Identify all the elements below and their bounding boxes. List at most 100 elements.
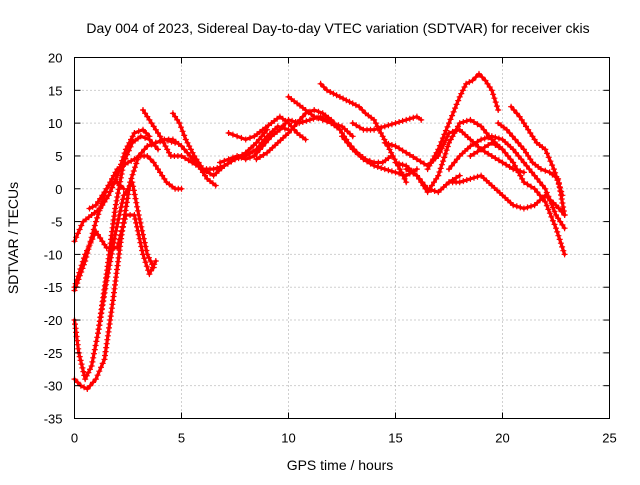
data-point-marker [554, 228, 561, 235]
data-point-marker [148, 141, 155, 148]
data-point-marker [443, 147, 450, 154]
data-point-marker [554, 177, 561, 184]
data-point-marker [130, 187, 137, 194]
data-point-marker [162, 143, 169, 150]
data-point-marker [482, 77, 489, 84]
data-point-marker [555, 181, 562, 188]
data-point-marker [559, 192, 566, 199]
data-point-marker [110, 239, 117, 246]
data-point-marker [141, 239, 148, 246]
data-point-marker [467, 153, 474, 159]
data-point-marker [553, 173, 560, 180]
data-point-marker [531, 136, 538, 143]
data-point-marker [396, 166, 403, 173]
data-point-marker [238, 134, 245, 141]
data-point-marker [253, 139, 260, 146]
data-point-marker [187, 146, 194, 153]
data-point-marker [91, 222, 98, 229]
data-point-marker [303, 117, 310, 124]
data-point-marker [528, 203, 534, 210]
data-point-marker [378, 124, 385, 131]
data-point-marker [526, 166, 533, 173]
data-point-marker [324, 118, 330, 125]
data-point-marker [182, 136, 189, 143]
data-point-marker [413, 113, 420, 120]
data-point-marker [189, 149, 196, 156]
data-point-marker [140, 235, 147, 242]
data-point-marker [455, 97, 462, 104]
data-point-marker [147, 258, 154, 264]
data-point-marker [129, 133, 136, 140]
data-point-marker [131, 191, 138, 198]
data-point-marker [124, 143, 131, 150]
data-point-marker [306, 116, 313, 123]
data-point-marker [122, 189, 129, 196]
data-point-marker [476, 70, 482, 77]
data-point-marker [492, 99, 499, 106]
data-point-marker [460, 178, 467, 185]
data-point-marker [542, 146, 549, 153]
data-point-marker [446, 179, 452, 186]
data-point-marker [76, 269, 83, 276]
data-point-marker [413, 166, 420, 173]
data-point-marker [86, 205, 93, 212]
data-point-marker [94, 372, 101, 379]
data-point-marker [155, 166, 161, 173]
data-point-marker [479, 74, 486, 81]
data-point-marker [285, 130, 292, 136]
data-point-marker [446, 120, 452, 127]
data-point-marker [553, 202, 559, 209]
data-point-marker [145, 254, 152, 261]
data-point-marker [257, 146, 263, 153]
data-point-marker [517, 172, 524, 179]
data-point-marker [513, 166, 520, 173]
data-point-marker [559, 200, 566, 206]
chart-title: Day 004 of 2023, Sidereal Day-to-day VTE… [86, 20, 589, 36]
data-point-marker [516, 113, 523, 120]
data-point-marker [418, 116, 425, 123]
data-point-marker [108, 250, 115, 257]
data-point-marker [234, 133, 241, 140]
data-point-marker [349, 120, 356, 127]
y-tick-label: 5 [55, 149, 62, 164]
data-point-marker [399, 147, 406, 154]
data-point-marker [536, 179, 543, 186]
data-point-marker [128, 157, 135, 164]
data-point-marker [396, 145, 403, 152]
data-point-marker [381, 166, 388, 173]
data-point-marker [413, 172, 420, 179]
data-point-marker [132, 195, 139, 202]
data-point-marker [531, 172, 538, 179]
data-point-marker [166, 149, 172, 156]
data-point-marker [481, 144, 488, 151]
data-point-marker [499, 159, 506, 166]
data-point-marker [557, 184, 563, 191]
data-point-marker [102, 281, 109, 288]
data-point-marker [528, 169, 535, 176]
data-point-marker [92, 218, 99, 225]
y-tick-label: 0 [55, 182, 62, 197]
data-point-marker [112, 205, 119, 212]
data-point-marker [142, 110, 149, 117]
data-point-marker [253, 156, 260, 163]
data-point-marker [161, 175, 168, 182]
data-point-marker [506, 130, 513, 136]
data-point-marker [95, 211, 102, 218]
data-point-marker [349, 133, 356, 140]
data-point-marker [74, 230, 81, 237]
data-point-marker [444, 143, 451, 150]
data-point-marker [174, 116, 181, 123]
data-point-marker [87, 239, 94, 246]
data-point-marker [523, 149, 529, 156]
data-point-marker [451, 130, 458, 136]
data-point-marker [506, 163, 513, 170]
data-point-marker [95, 231, 101, 238]
data-point-marker [515, 153, 522, 159]
data-point-marker [553, 212, 559, 218]
series-arc-10 [144, 136, 219, 189]
data-point-marker [146, 271, 153, 278]
data-point-marker [557, 240, 564, 247]
data-point-marker [403, 166, 410, 173]
data-point-marker [119, 196, 126, 203]
